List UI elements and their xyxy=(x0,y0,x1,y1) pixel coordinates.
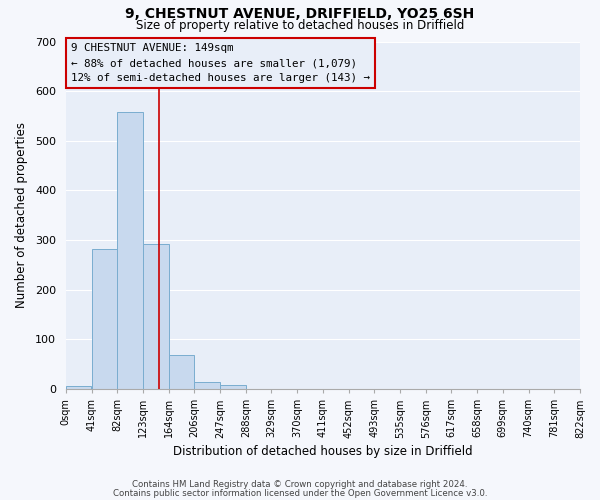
Bar xyxy=(118,112,143,389)
Text: Contains public sector information licensed under the Open Government Licence v3: Contains public sector information licen… xyxy=(113,488,487,498)
Bar xyxy=(143,244,169,389)
Y-axis label: Number of detached properties: Number of detached properties xyxy=(15,122,28,308)
X-axis label: Distribution of detached houses by size in Driffield: Distribution of detached houses by size … xyxy=(173,444,473,458)
Text: 9 CHESTNUT AVENUE: 149sqm
← 88% of detached houses are smaller (1,079)
12% of se: 9 CHESTNUT AVENUE: 149sqm ← 88% of detac… xyxy=(71,43,370,83)
Bar xyxy=(194,382,220,389)
Bar xyxy=(169,356,194,389)
Text: Size of property relative to detached houses in Driffield: Size of property relative to detached ho… xyxy=(136,18,464,32)
Text: Contains HM Land Registry data © Crown copyright and database right 2024.: Contains HM Land Registry data © Crown c… xyxy=(132,480,468,489)
Bar xyxy=(66,386,91,389)
Bar xyxy=(220,384,245,389)
Bar xyxy=(92,249,117,389)
Text: 9, CHESTNUT AVENUE, DRIFFIELD, YO25 6SH: 9, CHESTNUT AVENUE, DRIFFIELD, YO25 6SH xyxy=(125,8,475,22)
